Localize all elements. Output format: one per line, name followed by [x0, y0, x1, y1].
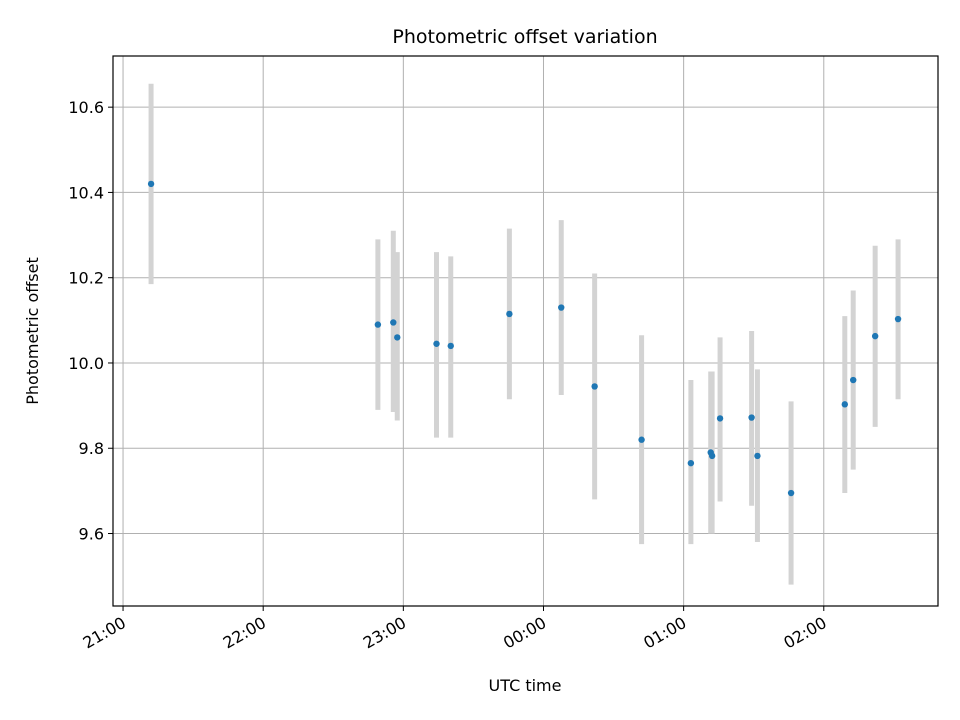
- data-point: [638, 436, 645, 443]
- data-point: [748, 414, 755, 421]
- data-point: [591, 383, 598, 390]
- y-tick-label: 9.8: [79, 439, 104, 458]
- y-axis: 9.6 9.8 10.0 10.2 10.4 10.6: [68, 98, 113, 544]
- data-point: [558, 304, 565, 311]
- data-point: [841, 401, 849, 408]
- data-point: [394, 334, 401, 341]
- x-axis-label: UTC time: [489, 676, 562, 695]
- data-point: [147, 180, 155, 188]
- data-point: [447, 342, 454, 350]
- data-point: [687, 459, 695, 467]
- data-point: [850, 376, 857, 384]
- y-axis-label: Photometric offset: [23, 257, 42, 405]
- data-point: [433, 340, 440, 347]
- grid: [113, 56, 938, 606]
- plot-frame: [112, 55, 939, 607]
- data-point: [716, 415, 724, 422]
- data-point: [894, 315, 902, 323]
- y-tick-label: 10.6: [68, 98, 104, 117]
- data-points: [147, 180, 902, 497]
- y-tick-label: 10.0: [68, 354, 104, 373]
- y-tick-label: 9.6: [79, 525, 104, 544]
- chart-title: Photometric offset variation: [392, 26, 657, 48]
- data-point: [390, 319, 397, 326]
- y-tick-label: 10.4: [68, 183, 104, 202]
- data-point: [787, 489, 795, 497]
- y-tick-label: 10.2: [68, 269, 104, 288]
- data-point: [374, 321, 382, 328]
- data-point: [506, 310, 513, 318]
- data-point: [754, 452, 761, 460]
- data-point: [708, 452, 716, 460]
- data-point: [871, 332, 879, 340]
